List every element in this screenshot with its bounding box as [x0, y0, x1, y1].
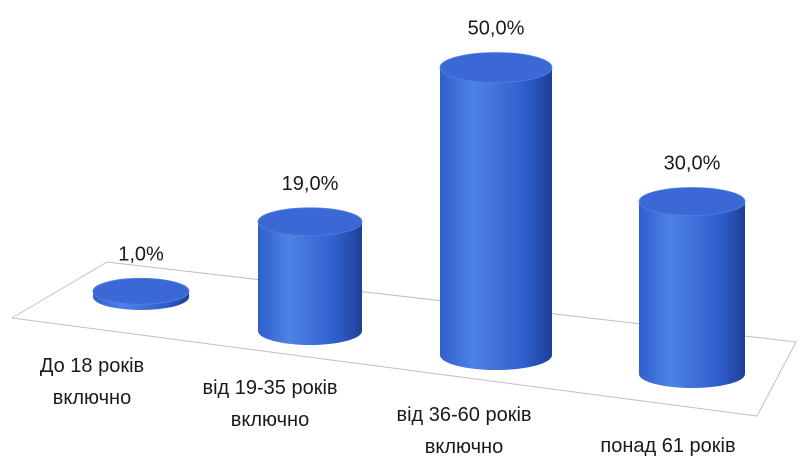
bar-body-3 — [440, 67, 552, 370]
category-label-3: від 36-60 років включно — [396, 404, 531, 458]
category-label-2-line-2: включно — [231, 409, 309, 431]
category-label-2: від 19-35 років включно — [202, 377, 337, 431]
category-label-1: До 18 років включно — [40, 355, 144, 409]
category-label-3-line-1: від 36-60 років — [396, 404, 531, 426]
bar-body-4 — [639, 201, 745, 388]
category-label-3-line-2: включно — [425, 436, 503, 458]
bar-3 — [439, 52, 553, 370]
bar-top-2 — [257, 207, 363, 237]
bar-1 — [92, 277, 190, 310]
bar-body-2 — [258, 221, 362, 345]
category-label-4-line-1: понад 61 років — [600, 435, 735, 457]
value-label-2: 19,0% — [282, 173, 339, 195]
category-labels-layer: До 18 років включно від 19-35 років включно… — [40, 355, 736, 458]
category-label-1-line-1: До 18 років — [40, 355, 144, 377]
chart-floor — [10, 261, 797, 417]
bar-4 — [638, 187, 746, 388]
bar-top-3 — [439, 52, 553, 83]
bar-top-1 — [92, 277, 190, 305]
bar-2 — [257, 207, 363, 345]
bar-top-4 — [638, 187, 746, 216]
bar-body-1 — [93, 291, 189, 310]
bars-layer — [92, 52, 746, 388]
value-label-4: 30,0% — [664, 153, 721, 175]
value-label-1: 1,0% — [118, 243, 164, 265]
category-label-1-line-2: включно — [53, 387, 131, 409]
category-label-4: понад 61 років — [600, 435, 735, 457]
value-labels-layer: 1,0% 19,0% 50,0% 30,0% — [118, 18, 720, 266]
value-label-3: 50,0% — [468, 18, 525, 40]
category-label-2-line-1: від 19-35 років — [202, 377, 337, 399]
